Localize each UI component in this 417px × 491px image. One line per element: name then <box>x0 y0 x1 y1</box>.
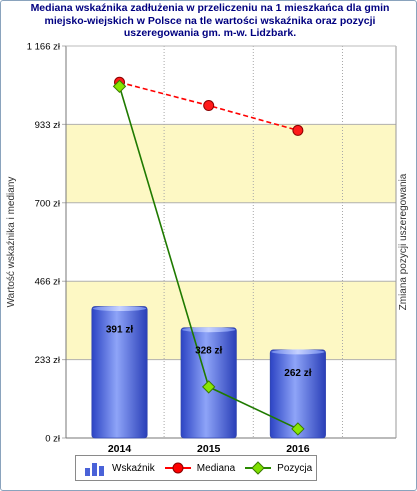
y-tick-label: 933 zł <box>35 120 61 131</box>
y-axis-right-title: Zmiana pozycji uszeregowania <box>398 173 409 310</box>
y-tick-label: 0 zł <box>45 434 61 445</box>
pozycja-point <box>201 380 216 394</box>
y-tick-label: 1 166 zł <box>27 42 61 53</box>
chart-title-line-1: Mediana wskaźnika zadłużenia w przelicze… <box>30 2 390 14</box>
bar-cap <box>271 349 325 355</box>
pozycja-point <box>291 422 305 436</box>
chart-title-line-2: miejsko-wiejskich w Polsce na tle wartoś… <box>44 14 376 27</box>
bar-value-label: 391 zł <box>106 325 133 336</box>
x-tick-label: 2015 <box>197 443 221 455</box>
legend-label-mediana: Mediana <box>196 462 236 474</box>
legend-label-pozycja: Pozycja <box>277 462 313 474</box>
legend: Wskaźnik Mediana Pozycja <box>75 455 317 481</box>
plot-band <box>66 124 396 203</box>
bar-value-label: 262 zł <box>284 368 311 379</box>
y-tick-label: 466 zł <box>35 277 61 288</box>
legend-label-wskaznik: Wskaźnik <box>112 462 155 474</box>
chart-title: Mediana wskaźnika zadłużenia w przelicze… <box>30 2 390 40</box>
x-tick-label: 2016 <box>286 443 310 455</box>
legend-item-pozycja: Pozycja <box>245 461 312 475</box>
bar-cap <box>182 327 236 333</box>
plot-band <box>66 202 396 282</box>
y-tick-label: 700 zł <box>35 198 61 209</box>
green-diamond-line-icon <box>245 461 272 475</box>
legend-item-wskaznik: Wskaźnik <box>84 460 155 476</box>
x-tick-label: 2014 <box>108 443 132 455</box>
y-axis-title: Wartość wskaźnika i mediany <box>6 177 17 308</box>
legend-item-mediana: Mediana <box>164 461 236 475</box>
bar-chart-icon <box>85 463 104 476</box>
bar-value-label: 328 zł <box>195 346 222 357</box>
mediana-point <box>292 124 304 136</box>
pozycja-point <box>112 79 127 94</box>
bar-cap <box>92 306 147 312</box>
red-circle-line-icon <box>164 462 191 474</box>
chart-title-line-3: uszeregowania gm. m-w. Lidzbark. <box>123 27 297 39</box>
mediana-point <box>203 100 215 112</box>
y-tick-label: 233 zł <box>35 355 61 366</box>
